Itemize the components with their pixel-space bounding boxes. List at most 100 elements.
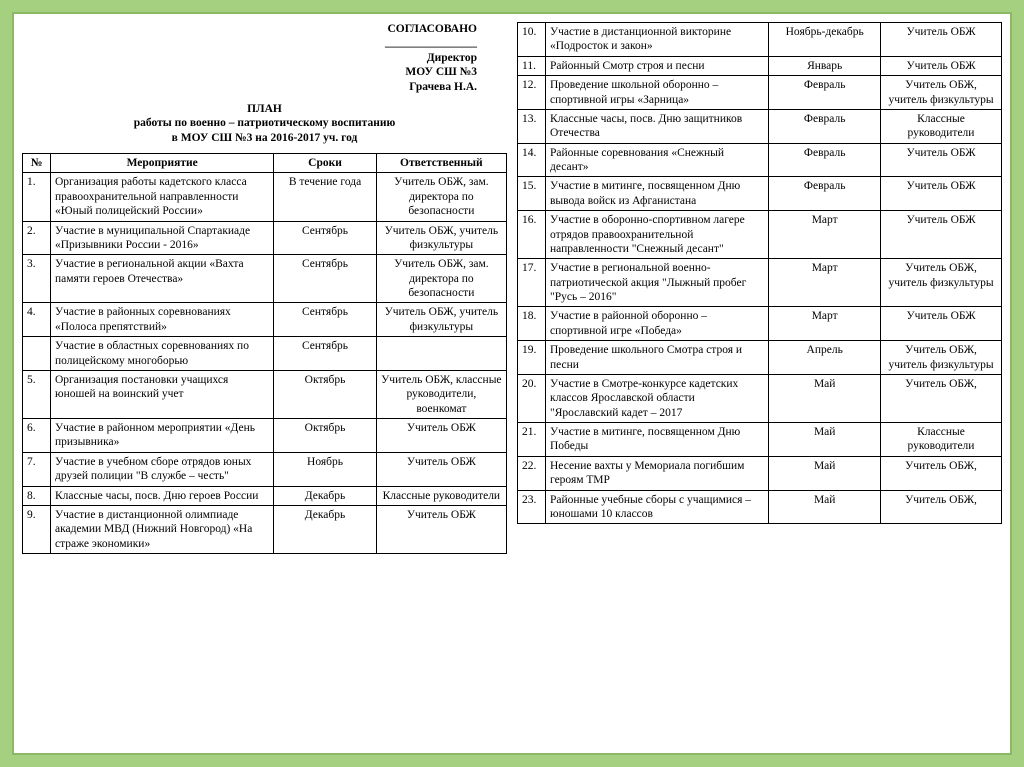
col-resp: Ответственный — [376, 154, 506, 173]
cell-num: 13. — [518, 109, 546, 143]
cell-date: Ноябрь — [274, 452, 376, 486]
table-row: 7.Участие в учебном сборе отрядов юных д… — [23, 452, 507, 486]
cell-num: 16. — [518, 211, 546, 259]
cell-resp: Учитель ОБЖ, учитель физкультуры — [881, 259, 1002, 307]
col-date: Сроки — [274, 154, 376, 173]
cell-resp: Учитель ОБЖ, учитель физкультуры — [376, 303, 506, 337]
title-line-3: в МОУ СШ №3 на 2016-2017 уч. год — [22, 131, 507, 145]
table-row: 20.Участие в Смотре-конкурсе кадетских к… — [518, 374, 1002, 422]
cell-date: Январь — [769, 56, 881, 75]
cell-date: Март — [769, 307, 881, 341]
page-right: 10.Участие в дистанционной викторине «По… — [517, 22, 1002, 745]
cell-resp: Классные руководители — [881, 109, 1002, 143]
cell-num: 3. — [23, 255, 51, 303]
cell-date: Май — [769, 456, 881, 490]
cell-num: 10. — [518, 23, 546, 57]
name-label: Грачева Н.А. — [22, 80, 477, 94]
cell-date: Апрель — [769, 341, 881, 375]
cell-event: Участие в региональной акции «Вахта памя… — [51, 255, 274, 303]
page-left: СОГЛАСОВАНО ________________ Директор МО… — [22, 22, 507, 745]
cell-num: 23. — [518, 490, 546, 524]
cell-event: Районные соревнования «Снежный десант» — [546, 143, 769, 177]
table-row: 8.Классные часы, посв. Дню героев России… — [23, 486, 507, 505]
table-row: 19.Проведение школьного Смотра строя и п… — [518, 341, 1002, 375]
approval-block: СОГЛАСОВАНО ________________ Директор МО… — [22, 22, 507, 94]
cell-num: 9. — [23, 505, 51, 553]
signature-line: ________________ — [22, 36, 477, 50]
cell-num: 18. — [518, 307, 546, 341]
cell-event: Организация постановки учащихся юношей н… — [51, 370, 274, 418]
cell-resp: Учитель ОБЖ, — [881, 490, 1002, 524]
cell-date: Ноябрь-декабрь — [769, 23, 881, 57]
cell-date: Декабрь — [274, 486, 376, 505]
cell-event: Районные учебные сборы с учащимися – юно… — [546, 490, 769, 524]
table-row: 2.Участие в муниципальной Спартакиаде «П… — [23, 221, 507, 255]
cell-num: 20. — [518, 374, 546, 422]
cell-event: Классные часы, посв. Дню героев России — [51, 486, 274, 505]
cell-num: 7. — [23, 452, 51, 486]
cell-resp: Учитель ОБЖ, — [881, 456, 1002, 490]
cell-resp: Учитель ОБЖ, учитель физкультуры — [376, 221, 506, 255]
cell-date: Февраль — [769, 76, 881, 110]
cell-date: Сентябрь — [274, 303, 376, 337]
document-spread: СОГЛАСОВАНО ________________ Директор МО… — [12, 12, 1012, 755]
cell-event: Организация работы кадетского класса пра… — [51, 173, 274, 221]
cell-num: 2. — [23, 221, 51, 255]
cell-resp: Классные руководители — [881, 423, 1002, 457]
cell-resp: Учитель ОБЖ — [881, 177, 1002, 211]
cell-event: Участие в оборонно-спортивном лагере отр… — [546, 211, 769, 259]
cell-event: Участие в районном мероприятии «День при… — [51, 419, 274, 453]
cell-num: 12. — [518, 76, 546, 110]
cell-date: Сентябрь — [274, 337, 376, 371]
plan-title: ПЛАН работы по военно – патриотическому … — [22, 102, 507, 145]
plan-table-left: № Мероприятие Сроки Ответственный 1.Орга… — [22, 153, 507, 554]
table-row: Участие в областных соревнованиях по пол… — [23, 337, 507, 371]
cell-event: Участие в Смотре-конкурсе кадетских клас… — [546, 374, 769, 422]
table-row: 21.Участие в митинге, посвященном Дню По… — [518, 423, 1002, 457]
cell-date: Май — [769, 374, 881, 422]
cell-date: Сентябрь — [274, 221, 376, 255]
table-row: 1.Организация работы кадетского класса п… — [23, 173, 507, 221]
table-row: 9.Участие в дистанционной олимпиаде акад… — [23, 505, 507, 553]
title-line-1: ПЛАН — [22, 102, 507, 116]
cell-resp — [376, 337, 506, 371]
cell-num: 11. — [518, 56, 546, 75]
table-row: 17.Участие в региональной военно-патриот… — [518, 259, 1002, 307]
cell-resp: Учитель ОБЖ — [881, 23, 1002, 57]
cell-resp: Учитель ОБЖ — [376, 419, 506, 453]
cell-date: Февраль — [769, 177, 881, 211]
director-label: Директор — [22, 51, 477, 65]
table-row: 12.Проведение школьной оборонно – спорти… — [518, 76, 1002, 110]
table-row: 3.Участие в региональной акции «Вахта па… — [23, 255, 507, 303]
cell-event: Участие в митинге, посвященном Дню Побед… — [546, 423, 769, 457]
cell-resp: Учитель ОБЖ — [376, 452, 506, 486]
cell-date: Февраль — [769, 109, 881, 143]
table-row: 16.Участие в оборонно-спортивном лагере … — [518, 211, 1002, 259]
cell-num: 4. — [23, 303, 51, 337]
cell-event: Районный Смотр строя и песни — [546, 56, 769, 75]
cell-date: Февраль — [769, 143, 881, 177]
cell-date: В течение года — [274, 173, 376, 221]
cell-num: 5. — [23, 370, 51, 418]
cell-date: Октябрь — [274, 419, 376, 453]
cell-event: Несение вахты у Мемориала погибшим героя… — [546, 456, 769, 490]
cell-resp: Учитель ОБЖ, учитель физкультуры — [881, 76, 1002, 110]
cell-resp: Учитель ОБЖ, зам. директора по безопасно… — [376, 255, 506, 303]
cell-num — [23, 337, 51, 371]
table-row: 15.Участие в митинге, посвященном Дню вы… — [518, 177, 1002, 211]
col-event: Мероприятие — [51, 154, 274, 173]
cell-event: Участие в учебном сборе отрядов юных дру… — [51, 452, 274, 486]
cell-resp: Учитель ОБЖ — [376, 505, 506, 553]
approved-label: СОГЛАСОВАНО — [22, 22, 477, 36]
cell-resp: Учитель ОБЖ, учитель физкультуры — [881, 341, 1002, 375]
cell-event: Участие в региональной военно-патриотиче… — [546, 259, 769, 307]
cell-event: Участие в районных соревнованиях «Полоса… — [51, 303, 274, 337]
cell-num: 19. — [518, 341, 546, 375]
table-row: 11.Районный Смотр строя и песниЯнварьУчи… — [518, 56, 1002, 75]
cell-date: Декабрь — [274, 505, 376, 553]
cell-num: 8. — [23, 486, 51, 505]
cell-resp: Классные руководители — [376, 486, 506, 505]
cell-num: 1. — [23, 173, 51, 221]
cell-num: 15. — [518, 177, 546, 211]
cell-date: Октябрь — [274, 370, 376, 418]
